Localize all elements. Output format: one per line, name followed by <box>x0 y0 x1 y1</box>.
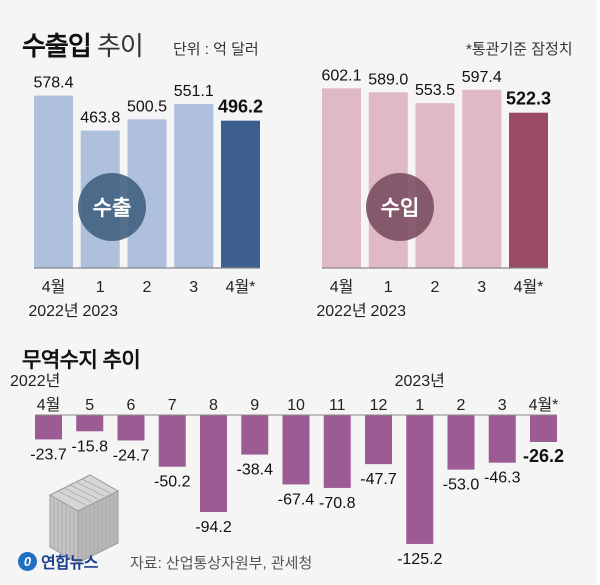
trade-balance-chart: 2022년 2023년 4월 -23.7 5 -15.8 6 -24.7 7 -50.2 8 -94.… <box>0 330 597 585</box>
bar <box>448 415 475 470</box>
value-label: -23.7 <box>30 446 67 463</box>
export-import-charts: 578.4 4월 2022년 463.8 1 2023 500.5 2 551.1 3 496.2 4… <box>0 0 597 330</box>
category-label: 5 <box>85 397 94 414</box>
category-label: 1 <box>384 279 393 296</box>
category-label: 6 <box>127 397 136 414</box>
year-label: 2023년 <box>395 372 445 390</box>
yonhap-logo: 0 연합뉴스 <box>18 549 98 573</box>
category-label: 4월* <box>226 278 256 296</box>
value-label: -125.2 <box>397 551 442 568</box>
category-label: 12 <box>370 397 388 414</box>
value-label: -94.2 <box>195 519 232 536</box>
value-label: -53.0 <box>443 477 480 494</box>
category-label: 3 <box>189 279 198 296</box>
category-label: 1 <box>415 397 424 414</box>
export-chart: 578.4 4월 2022년 463.8 1 2023 500.5 2 551.1 3 496.2 4… <box>28 75 263 320</box>
category-label: 2 <box>431 279 440 296</box>
bar <box>509 113 548 268</box>
series-badge-label: 수입 <box>381 197 420 220</box>
value-label: 553.5 <box>415 82 455 99</box>
value-label: 602.1 <box>321 67 361 84</box>
category-label: 4월 <box>330 278 354 296</box>
value-label: 551.1 <box>174 83 214 100</box>
category-label: 2 <box>457 397 466 414</box>
bar <box>406 415 433 544</box>
category-label: 3 <box>498 397 507 414</box>
value-label: -38.4 <box>237 462 274 479</box>
category-label: 9 <box>250 397 259 414</box>
bar <box>35 415 62 439</box>
bar <box>241 415 268 455</box>
value-label: -26.2 <box>523 446 564 466</box>
value-label: -47.7 <box>360 471 397 488</box>
category-label: 10 <box>287 397 305 414</box>
value-label: 500.5 <box>127 98 167 115</box>
source-label: 자료: 산업통상자원부, 관세청 <box>130 552 312 573</box>
import-chart: 602.1 4월 2022년 589.0 1 2023 553.5 2 597.4 3 522.3 4… <box>316 67 551 320</box>
value-label: -46.3 <box>484 470 521 487</box>
value-label: -50.2 <box>154 474 191 491</box>
value-label: 589.0 <box>368 71 408 88</box>
value-label: 597.4 <box>462 69 502 86</box>
value-label: 463.8 <box>80 110 120 127</box>
bar <box>365 415 392 464</box>
yonhap-logo-text: 연합뉴스 <box>41 549 98 573</box>
category-label: 8 <box>209 397 218 414</box>
bar <box>283 415 310 484</box>
category-label: 11 <box>329 397 346 414</box>
bar <box>322 88 361 268</box>
bar <box>159 415 186 467</box>
bar <box>530 415 557 442</box>
value-label: 578.4 <box>33 75 73 92</box>
value-label: 496.2 <box>218 97 263 117</box>
value-label: -24.7 <box>113 447 150 464</box>
bar <box>174 104 213 268</box>
yonhap-logo-icon: 0 <box>18 552 37 571</box>
bar <box>200 415 227 512</box>
category-label: 3 <box>477 279 486 296</box>
category-label: 2023 <box>370 303 406 320</box>
category-label: 2 <box>143 279 152 296</box>
value-label: -67.4 <box>278 491 315 508</box>
infographic: 수출입 추이 단위 : 억 달러 *통관기준 잠정치 578.44월2022년4… <box>0 0 597 585</box>
value-label: -70.8 <box>319 495 356 512</box>
category-label: 4월 <box>37 396 61 414</box>
category-label: 7 <box>168 397 177 414</box>
category-label: 2023 <box>82 303 118 320</box>
bar <box>221 121 260 268</box>
bar <box>324 415 351 488</box>
category-label: 4월 <box>42 278 66 296</box>
series-badge-label: 수출 <box>93 197 132 220</box>
bar <box>76 415 103 431</box>
bar <box>118 415 145 440</box>
bar <box>462 90 501 268</box>
value-label: 522.3 <box>506 89 551 109</box>
bar <box>489 415 516 463</box>
category-label: 2022년 <box>28 302 78 320</box>
category-label: 4월* <box>529 396 559 414</box>
value-label: -15.8 <box>72 438 109 455</box>
category-label: 4월* <box>514 278 544 296</box>
category-label: 1 <box>96 279 105 296</box>
bar <box>34 96 73 268</box>
year-label: 2022년 <box>10 372 60 390</box>
category-label: 2022년 <box>316 302 366 320</box>
